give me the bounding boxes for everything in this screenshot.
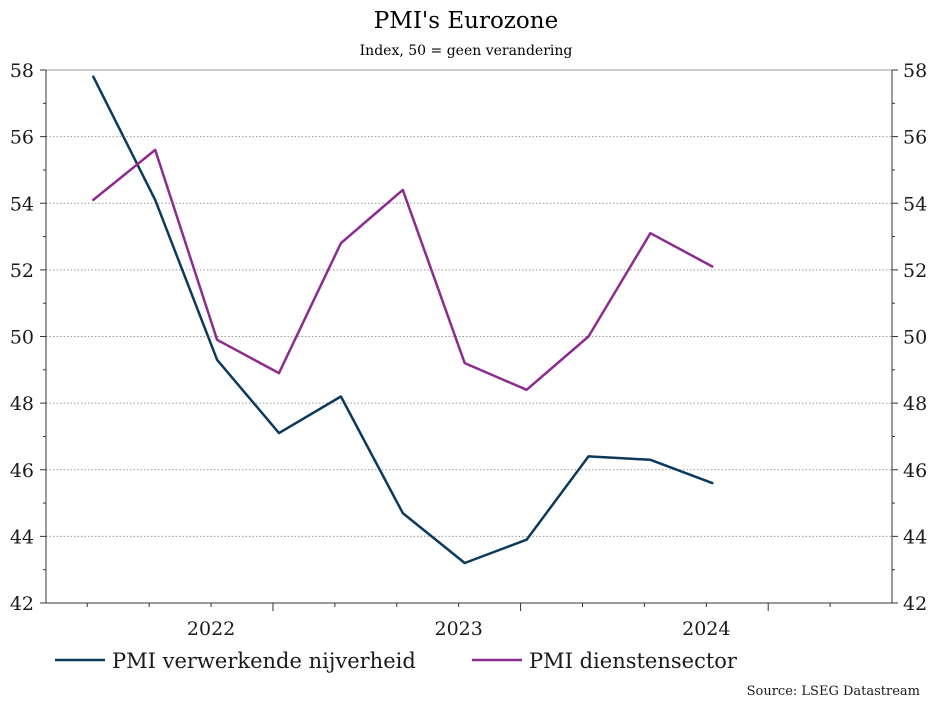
axes — [40, 69, 898, 611]
y-tick-left-42: 42 — [10, 593, 34, 615]
y-tick-right-58: 58 — [903, 60, 927, 82]
y-tick-left-58: 58 — [10, 60, 34, 82]
y-tick-left-52: 52 — [10, 260, 34, 282]
y-tick-left-46: 46 — [10, 460, 34, 482]
y-tick-right-48: 48 — [903, 393, 927, 415]
y-tick-right-54: 54 — [903, 193, 927, 215]
y-tick-left-44: 44 — [10, 526, 34, 548]
chart-title: PMI's Eurozone — [374, 8, 558, 34]
y-tick-right-56: 56 — [903, 127, 927, 149]
x-tick-2024: 2024 — [682, 618, 730, 640]
x-tick-2022: 2022 — [187, 618, 235, 640]
y-axis-left-labels: 42 44 46 48 50 52 54 56 58 — [10, 60, 34, 615]
gridlines — [46, 69, 892, 537]
y-tick-left-56: 56 — [10, 127, 34, 149]
legend: PMI verwerkende nijverheid PMI dienstense… — [55, 649, 738, 673]
legend-label-1: PMI dienstensector — [529, 649, 738, 673]
x-tick-2023: 2023 — [435, 618, 483, 640]
chart-subtitle: Index, 50 = geen verandering — [360, 43, 573, 59]
series-line-manufacturing — [92, 75, 714, 565]
series-lines — [92, 75, 714, 565]
y-tick-right-46: 46 — [903, 460, 927, 482]
y-tick-right-44: 44 — [903, 526, 927, 548]
y-axis-right-labels: 42 44 46 48 50 52 54 56 58 — [903, 60, 927, 615]
y-tick-left-48: 48 — [10, 393, 34, 415]
source-note: Source: LSEG Datastream — [747, 684, 920, 699]
y-tick-right-42: 42 — [903, 593, 927, 615]
legend-label-0: PMI verwerkende nijverheid — [112, 649, 416, 673]
y-tick-left-54: 54 — [10, 193, 34, 215]
y-tick-right-52: 52 — [903, 260, 927, 282]
y-tick-left-50: 50 — [10, 327, 34, 349]
y-tick-right-50: 50 — [903, 327, 927, 349]
series-line-services — [92, 148, 714, 392]
x-axis-labels: 2022 2023 2024 — [187, 618, 731, 640]
